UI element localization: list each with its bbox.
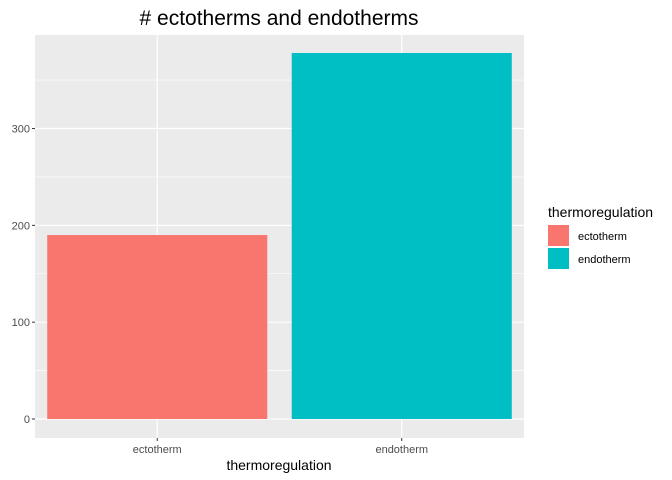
y-tick-label: 0 <box>24 414 30 426</box>
bar-ectotherm <box>47 235 268 419</box>
y-tick-label: 300 <box>12 124 30 136</box>
legend-title: thermoregulation <box>548 204 653 220</box>
bar-endotherm <box>291 53 512 419</box>
legend-label-endotherm: endotherm <box>578 254 631 266</box>
x-axis-title: thermoregulation <box>226 457 331 473</box>
x-tick-label: endotherm <box>375 444 428 456</box>
legend-label-ectotherm: ectotherm <box>578 231 627 243</box>
chart-title: # ectotherms and endotherms <box>140 7 419 30</box>
bars <box>47 53 512 419</box>
legend-key-endotherm <box>548 248 569 269</box>
y-axis: 0 100 200 300 <box>12 124 35 426</box>
y-tick-label: 100 <box>12 317 30 329</box>
y-tick-label: 200 <box>12 220 30 232</box>
legend-key-ectotherm <box>548 225 569 246</box>
x-axis: ectotherm endotherm <box>133 438 428 456</box>
legend: thermoregulation ectotherm endotherm <box>548 204 653 269</box>
x-tick-label: ectotherm <box>133 444 182 456</box>
